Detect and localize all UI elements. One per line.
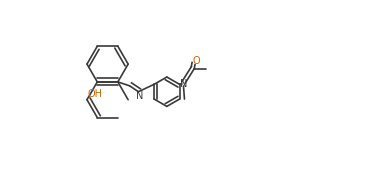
Text: OH: OH bbox=[88, 89, 103, 99]
Text: O: O bbox=[193, 56, 201, 66]
Text: N: N bbox=[136, 91, 143, 101]
Text: N: N bbox=[180, 79, 187, 89]
